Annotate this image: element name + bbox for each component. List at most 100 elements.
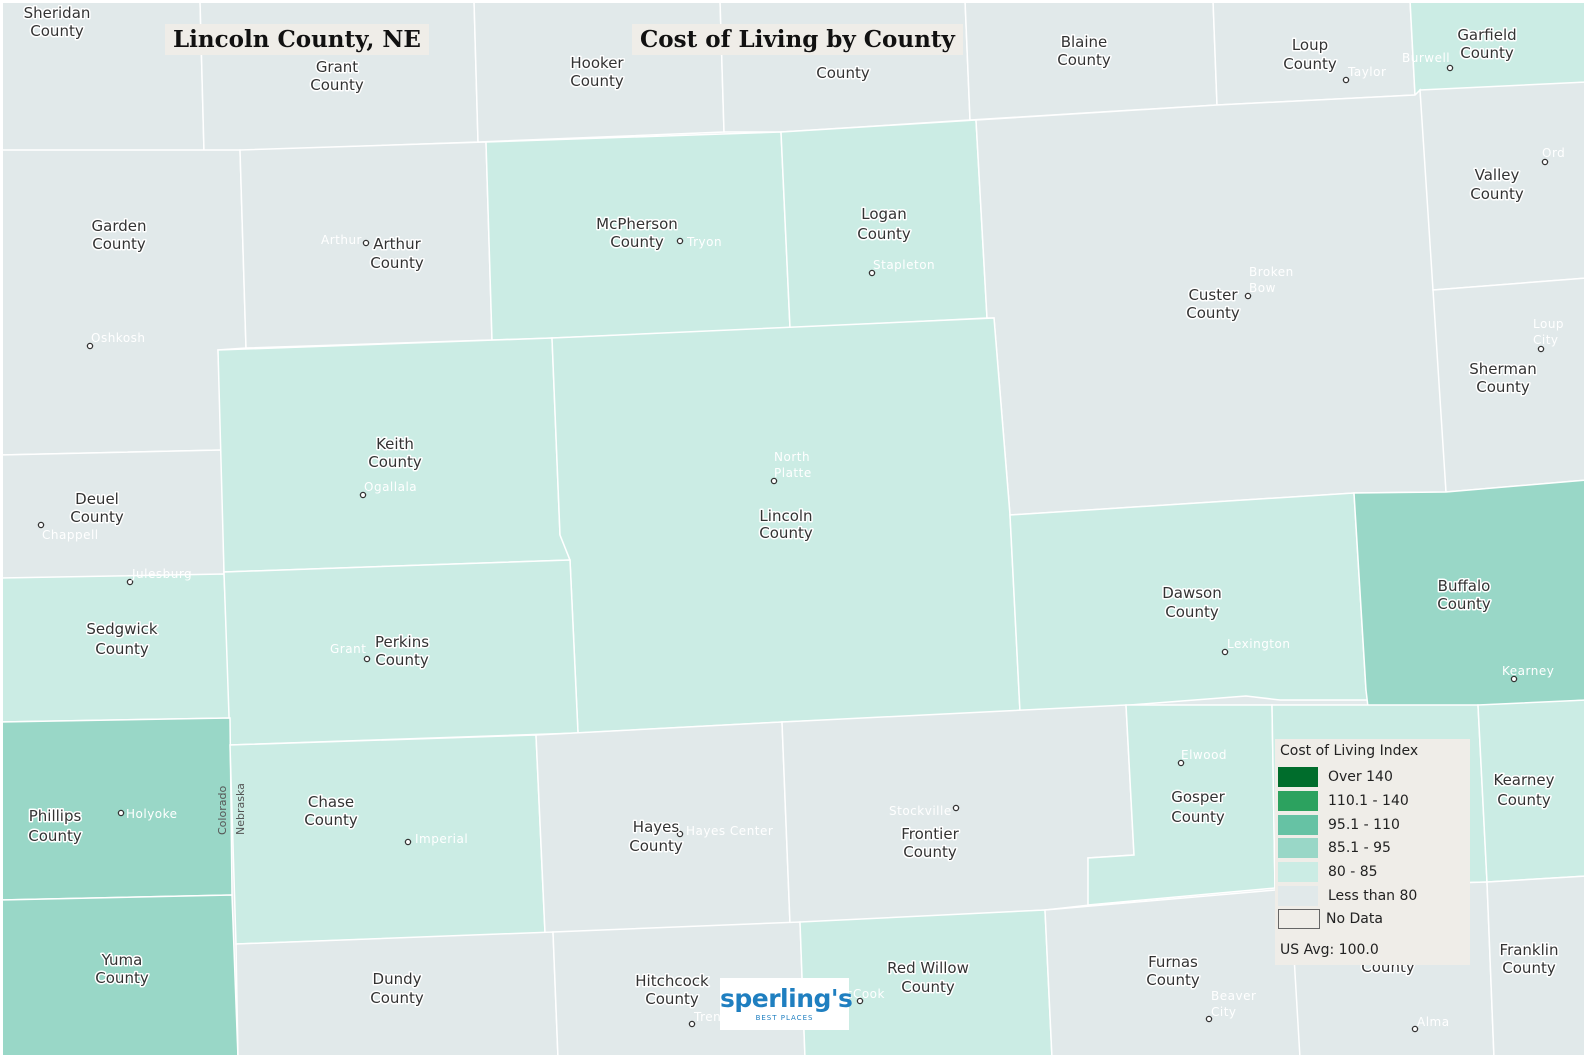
legend-label: 95.1 - 110 bbox=[1328, 817, 1400, 833]
legend-swatch bbox=[1278, 838, 1318, 858]
city-label-beaver-city: Beaver City bbox=[1211, 989, 1256, 1019]
city-label-tryon: Tryon bbox=[686, 235, 722, 249]
county-label-logan: Logan County bbox=[857, 205, 911, 243]
county-label-frontier: Frontier County bbox=[901, 825, 959, 861]
city-dot-elwood bbox=[1177, 759, 1185, 767]
city-dot-stockville bbox=[952, 804, 960, 812]
city-label-north-platte: North Platte bbox=[774, 450, 812, 480]
legend-label: 80 - 85 bbox=[1328, 864, 1378, 880]
city-label-broken-bow: Broken Bow bbox=[1249, 265, 1294, 295]
county-sherman bbox=[1432, 277, 1587, 493]
city-dot-kearney bbox=[1510, 675, 1518, 683]
county-label-kearney: Kearney County bbox=[1493, 771, 1554, 809]
county-label-furnas: Furnas County bbox=[1146, 953, 1200, 989]
legend-item: Over 140 bbox=[1278, 767, 1393, 787]
county-franklin bbox=[1486, 875, 1587, 1058]
city-dot-ogallala bbox=[359, 491, 367, 499]
city-dot-taylor bbox=[1342, 76, 1350, 84]
city-label-alma: Alma bbox=[1417, 1015, 1450, 1029]
county-dundy bbox=[235, 931, 559, 1058]
city-label-lexington: Lexington bbox=[1227, 637, 1290, 651]
county-kearney bbox=[1477, 699, 1587, 883]
city-label-oshkosh: Oshkosh bbox=[91, 331, 146, 345]
sperlings-logo[interactable]: sperling's BEST PLACES bbox=[720, 978, 853, 1030]
county-label-deuel: Deuel County bbox=[70, 490, 124, 526]
city-dot-broken-bow bbox=[1244, 292, 1252, 300]
legend-swatch bbox=[1278, 862, 1318, 882]
city-dot-north-platte bbox=[770, 477, 778, 485]
city-label-imperial: Imperial bbox=[415, 832, 468, 846]
legend-item: 80 - 85 bbox=[1278, 862, 1378, 882]
county-label-perkins: Perkins County bbox=[375, 633, 429, 669]
county-label-sedgwick: Sedgwick County bbox=[86, 620, 157, 658]
state-label-colorado: Colorado bbox=[216, 786, 229, 835]
legend-label: Less than 80 bbox=[1328, 888, 1418, 904]
city-dot-julesburg bbox=[126, 578, 134, 586]
county-label-chase: Chase County bbox=[304, 793, 358, 829]
county-label-garden: Garden County bbox=[92, 217, 147, 253]
county-label-red-willow: Red Willow County bbox=[887, 959, 969, 996]
city-dot-chappell bbox=[37, 521, 45, 529]
city-label-stapleton: Stapleton bbox=[873, 258, 935, 272]
legend-us-average: US Avg: 100.0 bbox=[1280, 942, 1379, 958]
city-label-burwell: Burwell bbox=[1402, 51, 1450, 65]
city-dot-loup-city bbox=[1537, 345, 1545, 353]
city-label-kearney: Kearney bbox=[1502, 664, 1554, 678]
city-dot-ord bbox=[1541, 158, 1549, 166]
city-label-holyoke: Holyoke bbox=[126, 807, 178, 821]
county-label-mcpherson: McPherson County bbox=[596, 215, 678, 251]
legend-title: Cost of Living Index bbox=[1280, 743, 1419, 759]
city-dot-trenton bbox=[688, 1020, 696, 1028]
state-label-nebraska: Nebraska bbox=[234, 783, 247, 835]
county-label-layer: Sheridan County Grant County Hooker County … bbox=[22, 3, 1560, 1010]
county-label-hitchcock: Hitchcock County bbox=[635, 972, 709, 1008]
county-label-valley: Valley County bbox=[1470, 166, 1524, 203]
county-label-dundy: Dundy County bbox=[370, 970, 424, 1007]
legend-item: 95.1 - 110 bbox=[1278, 815, 1400, 835]
county-label-sherman: Sherman County bbox=[1469, 360, 1536, 396]
map-title: Cost of Living by County bbox=[632, 24, 963, 55]
city-dot-mccook bbox=[856, 997, 864, 1005]
city-dot-oshkosh bbox=[86, 342, 94, 350]
city-label-julesburg: Julesburg bbox=[131, 567, 192, 581]
county-label-dawson: Dawson County bbox=[1162, 584, 1222, 621]
city-dot-tryon bbox=[676, 237, 684, 245]
city-dot-holyoke bbox=[117, 809, 125, 817]
city-label-taylor: Taylor bbox=[1347, 65, 1386, 79]
city-dot-arthur bbox=[362, 239, 370, 247]
legend-item: Less than 80 bbox=[1278, 886, 1417, 906]
county-label-lincoln: Lincoln County bbox=[759, 507, 813, 542]
county-label-hooker: Hooker County bbox=[570, 54, 624, 90]
county-frontier bbox=[781, 704, 1135, 925]
city-label-loup-city: Loup City bbox=[1533, 317, 1564, 347]
city-dot-hayes-center bbox=[676, 830, 684, 838]
city-label-stockville: Stockville bbox=[889, 804, 952, 818]
county-label-keith: Keith County bbox=[368, 435, 422, 471]
legend-swatch bbox=[1278, 886, 1318, 906]
city-label-arthur: Arthur bbox=[321, 233, 362, 247]
legend-swatch bbox=[1278, 791, 1318, 811]
logo-tagline: BEST PLACES bbox=[755, 1014, 814, 1022]
county-label-gosper: Gosper County bbox=[1171, 788, 1225, 826]
county-garden bbox=[0, 149, 247, 456]
city-layer: Arthur Tryon Stapleton Broken Bow Taylor … bbox=[37, 51, 1565, 1033]
legend-label: Over 140 bbox=[1328, 769, 1393, 785]
county-label-franklin: Franklin County bbox=[1500, 941, 1559, 977]
city-dot-burwell bbox=[1446, 64, 1454, 72]
legend-label: No Data bbox=[1326, 911, 1383, 927]
city-dot-alma bbox=[1411, 1025, 1419, 1033]
county-label-yuma: Yuma County bbox=[95, 951, 149, 987]
city-label-grant: Grant bbox=[330, 642, 366, 656]
legend-item: 110.1 - 140 bbox=[1278, 791, 1409, 811]
county-label-grant: Grant County bbox=[310, 58, 364, 94]
city-label-elwood: Elwood bbox=[1181, 748, 1227, 762]
county-logan bbox=[780, 119, 988, 329]
city-dot-stapleton bbox=[868, 269, 876, 277]
city-dot-imperial bbox=[404, 838, 412, 846]
county-label-hayes: Hayes County bbox=[629, 818, 683, 855]
county-label-custer: Custer County bbox=[1186, 286, 1240, 322]
legend-item: No Data bbox=[1278, 909, 1383, 929]
county-chase bbox=[229, 734, 546, 945]
